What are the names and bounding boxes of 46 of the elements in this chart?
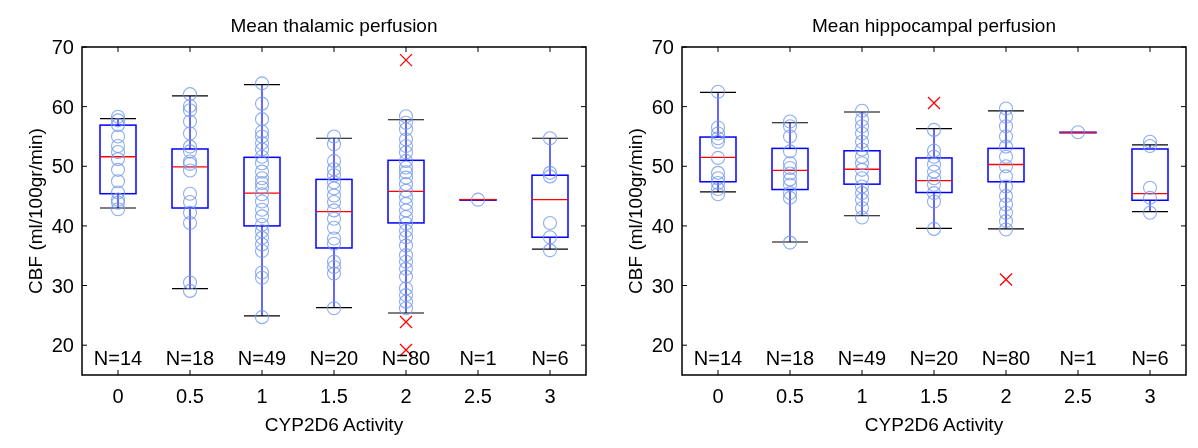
x-tick-label: 1.5 — [920, 385, 948, 407]
y-axis-title: CBF (ml/100gr/min) — [25, 128, 46, 294]
y-tick-label: 60 — [651, 95, 674, 118]
annotation: N=18 — [165, 347, 215, 369]
y-tick-label: 20 — [651, 334, 674, 357]
y-tick-label: 50 — [651, 155, 674, 178]
annotation: N=14 — [93, 347, 143, 369]
x-tick-label: 1.5 — [320, 385, 348, 407]
chart-title: Mean thalamic perfusion — [230, 15, 438, 36]
y-tick-label: 20 — [51, 334, 74, 357]
x-tick-label: 1 — [856, 385, 868, 407]
x-tick-label: 2 — [400, 385, 412, 407]
x-axis-title: CYP2D6 Activity — [264, 414, 404, 435]
y-tick-label: 30 — [51, 274, 74, 297]
y-tick-label: 30 — [651, 274, 674, 297]
annotation: N=6 — [531, 347, 569, 369]
y-tick-label: 40 — [51, 214, 74, 237]
x-axis-title: CYP2D6 Activity — [864, 414, 1004, 435]
x-tick-label: 0 — [712, 385, 724, 407]
y-tick-label: 70 — [51, 36, 74, 58]
x-tick-label: 2.5 — [1064, 385, 1092, 407]
x-tick-label: 3 — [544, 385, 556, 407]
annotation: N=49 — [237, 347, 287, 369]
y-tick-label: 40 — [651, 214, 674, 237]
x-tick-label: 0 — [112, 385, 124, 407]
annotation: N=20 — [909, 347, 959, 369]
chart-title: Mean hippocampal perfusion — [812, 15, 1056, 36]
x-tick-label: 0.5 — [176, 385, 204, 407]
annotation: N=1 — [1059, 347, 1097, 369]
y-tick-label: 70 — [651, 36, 674, 58]
y-axis-title: CBF (ml/100gr/min) — [625, 128, 646, 294]
annotation: N=80 — [981, 347, 1031, 369]
annotation: N=1 — [459, 347, 497, 369]
annotation: N=6 — [1131, 347, 1169, 369]
annotation: N=80 — [381, 347, 431, 369]
x-tick-label: 1 — [256, 385, 268, 407]
annotation: N=20 — [309, 347, 359, 369]
y-tick-label: 50 — [51, 155, 74, 178]
y-tick-label: 60 — [51, 95, 74, 118]
x-tick-label: 0.5 — [776, 385, 804, 407]
annotation: N=18 — [765, 347, 815, 369]
x-tick-label: 2.5 — [464, 385, 492, 407]
annotation: N=49 — [837, 347, 887, 369]
annotation: N=14 — [693, 347, 743, 369]
x-tick-label: 2 — [1000, 385, 1012, 407]
x-tick-label: 3 — [1144, 385, 1156, 407]
